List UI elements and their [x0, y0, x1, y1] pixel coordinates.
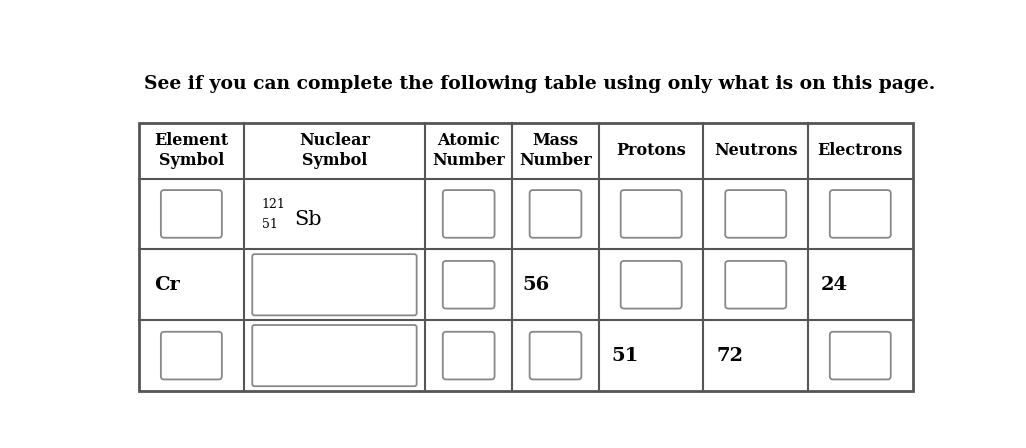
Text: 51: 51: [611, 347, 639, 365]
Text: 51: 51: [262, 218, 278, 231]
FancyBboxPatch shape: [830, 190, 891, 238]
Text: 72: 72: [716, 347, 743, 365]
FancyBboxPatch shape: [252, 254, 417, 315]
FancyBboxPatch shape: [725, 190, 786, 238]
FancyBboxPatch shape: [443, 261, 495, 309]
FancyBboxPatch shape: [529, 332, 582, 379]
FancyBboxPatch shape: [443, 332, 495, 379]
FancyBboxPatch shape: [830, 332, 891, 379]
Text: See if you can complete the following table using only what is on this page.: See if you can complete the following ta…: [144, 75, 935, 93]
FancyBboxPatch shape: [529, 190, 582, 238]
Text: Protons: Protons: [617, 142, 686, 159]
Text: Electrons: Electrons: [818, 142, 903, 159]
FancyBboxPatch shape: [621, 261, 681, 309]
FancyBboxPatch shape: [161, 332, 222, 379]
Text: Mass
Number: Mass Number: [519, 133, 592, 169]
Text: Neutrons: Neutrons: [714, 142, 797, 159]
FancyBboxPatch shape: [621, 190, 681, 238]
Text: 56: 56: [522, 276, 550, 294]
Text: Element
Symbol: Element Symbol: [154, 133, 229, 169]
Text: 121: 121: [262, 198, 285, 211]
Text: Cr: Cr: [154, 276, 180, 294]
Text: Nuclear
Symbol: Nuclear Symbol: [299, 133, 370, 169]
Text: Sb: Sb: [294, 210, 322, 229]
Bar: [140, 123, 912, 391]
FancyBboxPatch shape: [443, 190, 495, 238]
FancyBboxPatch shape: [161, 190, 222, 238]
FancyBboxPatch shape: [252, 325, 417, 386]
Text: Atomic
Number: Atomic Number: [432, 133, 505, 169]
FancyBboxPatch shape: [725, 261, 786, 309]
Text: 24: 24: [821, 276, 847, 294]
